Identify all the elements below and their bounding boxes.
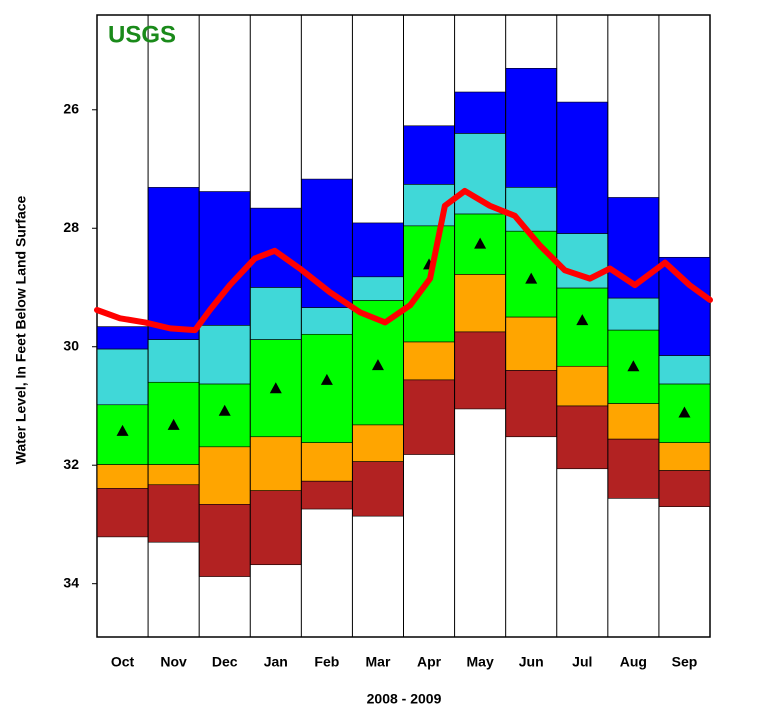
percentile-band	[352, 424, 404, 462]
water-level-line	[94, 187, 713, 334]
median-marker	[371, 359, 384, 371]
percentile-band	[352, 461, 404, 517]
percentile-band	[658, 442, 711, 471]
x-tick-label: Jun	[519, 654, 544, 670]
x-tick-label: Jan	[264, 654, 288, 670]
percentile-band	[454, 331, 506, 410]
percentile-band	[198, 504, 251, 577]
percentile-band	[505, 68, 558, 188]
percentile-band	[607, 438, 660, 499]
percentile-band	[301, 333, 353, 443]
x-tick-label: Sep	[672, 654, 698, 670]
y-tick-label: 26	[63, 100, 79, 116]
x-tick-label: Oct	[111, 654, 135, 670]
percentile-band	[96, 464, 149, 489]
y-tick-label: 32	[63, 456, 79, 472]
x-tick-label: Mar	[366, 654, 391, 670]
logo: USGS	[108, 21, 176, 48]
percentile-band	[96, 348, 149, 406]
percentile-band	[198, 446, 251, 505]
x-tick-label: Jul	[572, 654, 592, 670]
percentile-band	[658, 470, 711, 507]
percentile-band	[147, 464, 200, 486]
x-tick-label: Feb	[314, 654, 339, 670]
median-marker	[320, 373, 333, 385]
x-tick-label: Dec	[212, 654, 238, 670]
percentile-band	[301, 442, 353, 482]
plot	[94, 15, 713, 637]
percentile-band	[403, 379, 455, 455]
median-marker	[525, 272, 538, 284]
percentile-band	[556, 101, 609, 234]
percentile-band	[198, 383, 251, 448]
median-marker	[627, 360, 640, 372]
x-tick-label: May	[467, 654, 494, 670]
x-axis-label: 2008 - 2009	[367, 691, 442, 707]
percentile-band	[403, 341, 455, 381]
y-axis-label: Water Level, In Feet Below Land Surface	[13, 195, 29, 464]
percentile-band	[147, 339, 200, 383]
percentile-band	[454, 91, 506, 134]
percentile-band	[147, 187, 200, 340]
percentile-band	[249, 436, 302, 491]
y-tick-label: 30	[63, 337, 79, 353]
y-tick-label: 34	[63, 574, 79, 590]
median-marker	[218, 404, 231, 416]
median-marker	[116, 424, 129, 436]
percentile-band	[505, 370, 558, 438]
percentile-band	[198, 191, 251, 326]
percentile-band	[454, 274, 506, 333]
percentile-band	[505, 316, 558, 371]
percentile-band	[249, 490, 302, 566]
percentile-band	[352, 276, 404, 301]
percentile-band	[607, 403, 660, 440]
x-tick-label: Apr	[417, 654, 442, 670]
percentile-band	[249, 207, 302, 288]
percentile-band	[198, 325, 251, 385]
percentile-band	[301, 480, 353, 510]
percentile-band	[658, 355, 711, 385]
percentile-band	[403, 125, 455, 185]
percentile-band	[607, 297, 660, 331]
percentile-band	[658, 256, 711, 356]
median-marker	[678, 406, 691, 418]
percentile-band	[147, 484, 200, 543]
percentile-band	[301, 307, 353, 335]
percentile-band	[556, 233, 609, 289]
percentile-band	[505, 187, 558, 232]
percentile-band	[556, 365, 609, 407]
median-marker	[576, 314, 589, 326]
median-marker	[167, 418, 180, 430]
percentile-band	[96, 488, 149, 538]
x-tick-label: Aug	[620, 654, 647, 670]
percentile-band	[96, 326, 149, 350]
x-tick-label: Nov	[160, 654, 187, 670]
percentile-band	[556, 287, 609, 367]
percentile-band	[556, 405, 609, 470]
percentile-band	[352, 222, 404, 278]
y-tick-label: 28	[63, 219, 79, 235]
median-marker	[474, 237, 487, 249]
percentile-band	[249, 287, 302, 340]
median-marker	[269, 382, 282, 394]
